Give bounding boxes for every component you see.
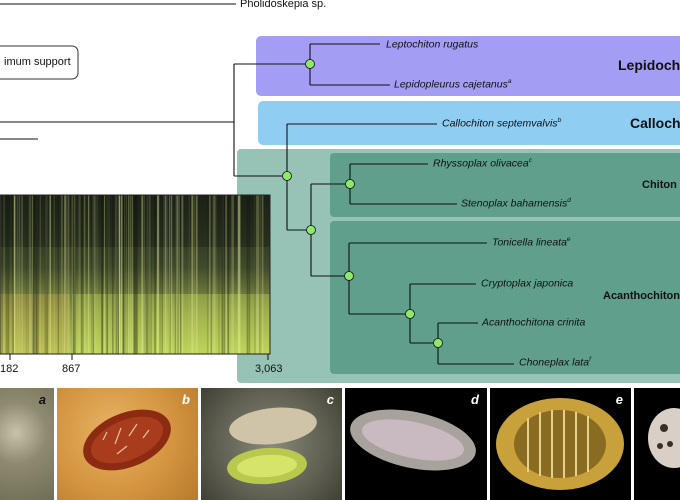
axis-tick-label: 867 (62, 363, 81, 375)
taxon-label: Callochiton septemvalvisb (442, 117, 562, 130)
taxon-label: Cryptoplax japonica (481, 277, 574, 290)
clade-box-acanthochitonina (330, 221, 680, 374)
taxon-label: Acanthochitona crinita (482, 316, 586, 329)
taxon-label: Stenoplax bahamensisd (461, 197, 571, 210)
clade-label-calloch: Calloch (630, 115, 680, 131)
outgroup-label: Pholidoskepia sp. (240, 0, 327, 10)
clade-box-lepidopleurida (256, 36, 680, 96)
clade-label-lepido: Lepidoch (618, 57, 680, 73)
axis-tick-label: 3,063 (255, 363, 283, 375)
taxon-label: Lepidopleurus cajetanusa (394, 78, 512, 91)
legend-text: imum support (4, 56, 71, 68)
support-nodes (282, 59, 443, 348)
photo-label: c (326, 392, 334, 407)
photo-specimen-b: b (57, 388, 198, 500)
clade-box-callochitonida (258, 101, 680, 145)
taxon-label: Rhyssoplax olivaceac (433, 157, 532, 170)
photo-specimen-c: c (201, 388, 342, 500)
photo-label: d (471, 392, 479, 407)
axis-ticks (9, 354, 269, 360)
clade-label-acantho: Acanthochiton (603, 290, 680, 302)
photo-label: b (182, 392, 190, 407)
legend-box (0, 45, 79, 80)
occupancy-heatmap (0, 194, 271, 355)
taxon-label: Leptochiton rugatus (386, 38, 479, 51)
clade-box-chitonina (330, 153, 680, 217)
photo-label: a (38, 392, 46, 407)
taxon-label: Tonicella lineatae (492, 236, 571, 249)
photo-specimen-e: e (490, 388, 631, 500)
phylogeny-svg (0, 3, 680, 383)
photo-label: e (615, 392, 623, 407)
photo-specimen-a: a (0, 388, 54, 500)
clade-label-chiton: Chiton (642, 179, 677, 191)
photo-specimen-f (634, 388, 680, 500)
photo-specimen-d: d (345, 388, 487, 500)
taxon-label: Choneplax lataf (519, 356, 591, 369)
axis-tick-label: 182 (0, 363, 19, 375)
